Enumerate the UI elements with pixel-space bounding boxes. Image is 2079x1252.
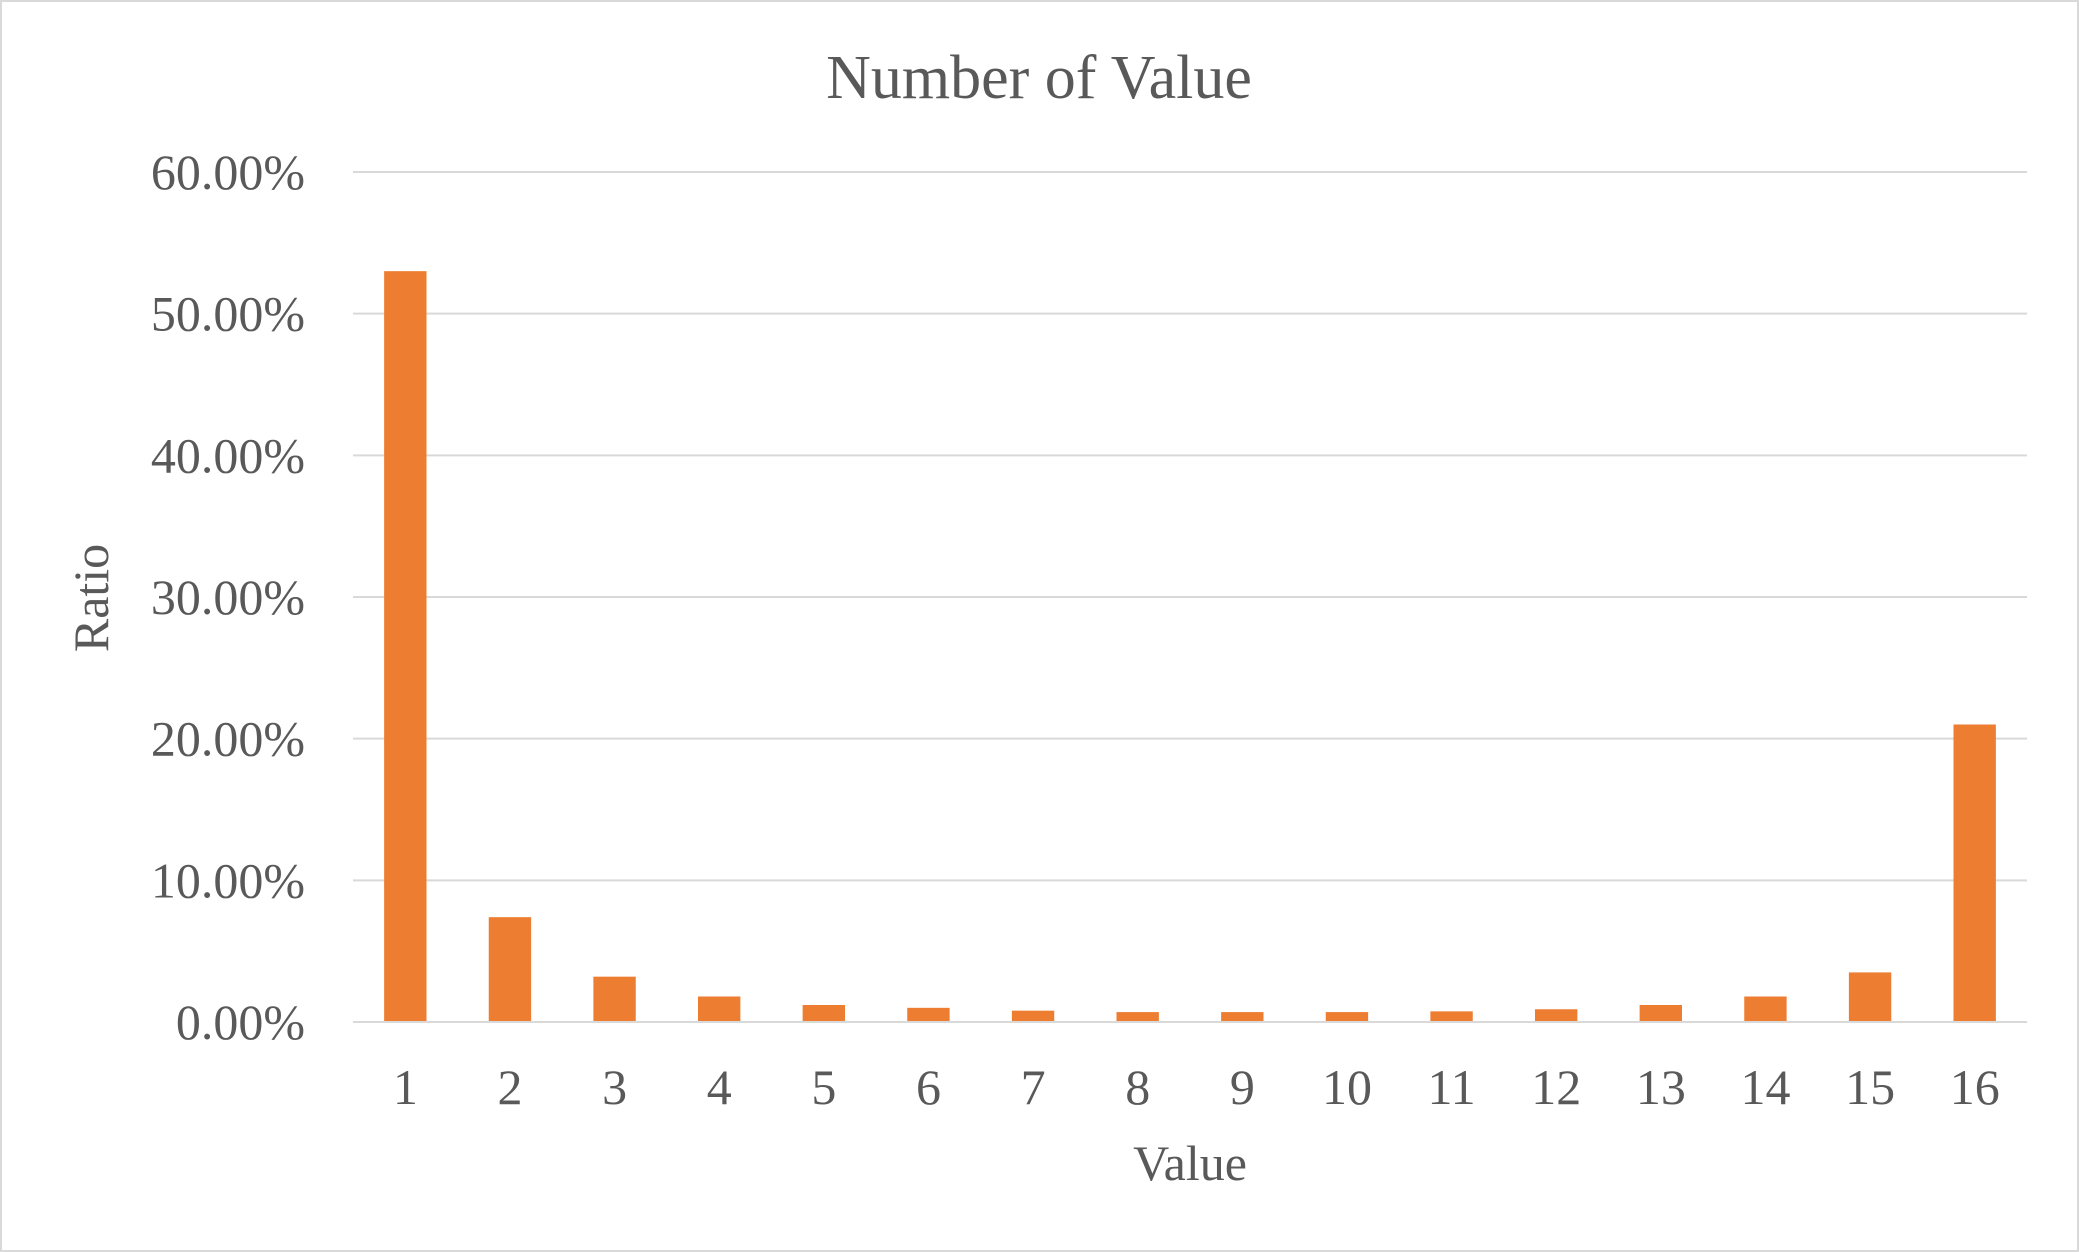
bar-13 bbox=[1639, 1005, 1682, 1022]
y-axis-label: Ratio bbox=[63, 544, 119, 652]
chart-title: Number of Value bbox=[826, 44, 1252, 112]
x-tick-label: 7 bbox=[1021, 1059, 1046, 1115]
x-tick-label: 3 bbox=[602, 1059, 627, 1115]
bar-1 bbox=[384, 271, 427, 1023]
x-tick-label: 14 bbox=[1740, 1059, 1790, 1115]
bar-15 bbox=[1848, 972, 1892, 1022]
y-axis-ticks: 0.00% 10.00% 20.00% 30.00% 40.00% 50.00% 60.00… bbox=[151, 144, 305, 1050]
bar-14 bbox=[1744, 996, 1787, 1022]
x-tick-label: 12 bbox=[1531, 1059, 1581, 1115]
bar-10 bbox=[1325, 1012, 1369, 1022]
gridlines bbox=[353, 171, 2027, 882]
y-tick-label: 50.00% bbox=[151, 286, 305, 342]
x-tick-label: 10 bbox=[1322, 1059, 1372, 1115]
bar-9 bbox=[1221, 1012, 1264, 1022]
bar-5 bbox=[802, 1005, 845, 1022]
x-tick-label: 11 bbox=[1427, 1059, 1475, 1115]
x-axis-label: Value bbox=[1133, 1135, 1247, 1191]
x-tick-label: 5 bbox=[811, 1059, 836, 1115]
x-tick-label: 8 bbox=[1125, 1059, 1150, 1115]
bar-11 bbox=[1430, 1011, 1473, 1022]
x-tick-label: 6 bbox=[916, 1059, 941, 1115]
bar-4 bbox=[698, 996, 741, 1022]
bar-16 bbox=[1953, 724, 1996, 1022]
bar-7 bbox=[1011, 1010, 1055, 1022]
bar-12 bbox=[1535, 1009, 1578, 1022]
x-tick-label: 9 bbox=[1230, 1059, 1255, 1115]
y-tick-label: 30.00% bbox=[151, 569, 305, 625]
x-tick-label: 16 bbox=[1950, 1059, 2000, 1115]
bar-3 bbox=[593, 976, 636, 1022]
bar-8 bbox=[1116, 1012, 1159, 1022]
x-tick-label: 15 bbox=[1845, 1059, 1895, 1115]
x-tick-label: 1 bbox=[393, 1059, 418, 1115]
y-tick-label: 20.00% bbox=[151, 711, 305, 767]
bar-2 bbox=[488, 917, 532, 1022]
x-tick-label: 13 bbox=[1636, 1059, 1686, 1115]
x-tick-label: 2 bbox=[497, 1059, 522, 1115]
bar-6 bbox=[907, 1007, 950, 1022]
y-tick-label: 60.00% bbox=[151, 144, 305, 200]
y-tick-label: 0.00% bbox=[176, 994, 305, 1050]
y-tick-label: 40.00% bbox=[151, 427, 305, 483]
y-tick-label: 10.00% bbox=[151, 852, 305, 908]
x-tick-label: 4 bbox=[707, 1059, 732, 1115]
bars bbox=[384, 271, 1996, 1023]
x-axis-ticks: 1 2 3 4 5 6 7 8 9 10 11 12 13 14 15 16 bbox=[393, 1059, 2000, 1115]
